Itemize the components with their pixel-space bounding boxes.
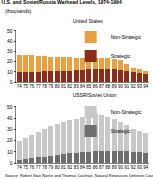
svg-text:93: 93 xyxy=(137,165,143,170)
svg-text:United States: United States xyxy=(73,18,104,24)
svg-text:40: 40 xyxy=(7,38,13,44)
svg-text:87: 87 xyxy=(99,84,105,89)
svg-text:92: 92 xyxy=(131,84,137,89)
svg-text:75: 75 xyxy=(23,165,29,170)
svg-text:50: 50 xyxy=(7,104,13,110)
svg-text:79: 79 xyxy=(48,165,54,170)
svg-text:(thousands): (thousands) xyxy=(5,8,32,14)
svg-text:90: 90 xyxy=(118,165,124,170)
svg-text:74: 74 xyxy=(17,84,23,89)
svg-text:81: 81 xyxy=(61,84,67,89)
svg-text:94: 94 xyxy=(143,165,149,170)
svg-text:80: 80 xyxy=(55,165,61,170)
svg-text:USSR/Soviet Union: USSR/Soviet Union xyxy=(73,92,117,98)
svg-text:20: 20 xyxy=(7,137,13,143)
svg-text:85: 85 xyxy=(86,165,92,170)
svg-text:91: 91 xyxy=(124,165,130,170)
svg-text:86: 86 xyxy=(93,84,99,89)
svg-text:81: 81 xyxy=(61,165,67,170)
svg-text:20: 20 xyxy=(7,58,13,64)
svg-text:90: 90 xyxy=(118,84,124,89)
svg-text:76: 76 xyxy=(29,84,35,89)
svg-text:75: 75 xyxy=(23,84,29,89)
svg-text:89: 89 xyxy=(112,84,118,89)
svg-text:40: 40 xyxy=(7,115,13,121)
svg-text:10: 10 xyxy=(7,149,13,155)
svg-text:Strategic: Strategic xyxy=(111,53,131,59)
svg-text:89: 89 xyxy=(112,165,118,170)
svg-text:Source: Robert Stan Norris and: Source: Robert Stan Norris and Thomas Co… xyxy=(5,173,153,178)
svg-text:93: 93 xyxy=(137,84,143,89)
svg-text:92: 92 xyxy=(131,165,137,170)
svg-text:74: 74 xyxy=(17,165,23,170)
svg-text:Non-Strategic: Non-Strategic xyxy=(111,34,142,40)
svg-text:86: 86 xyxy=(93,165,99,170)
svg-text:79: 79 xyxy=(48,84,54,89)
svg-text:84: 84 xyxy=(80,165,86,170)
svg-text:U.S. and Soviet/Russia Warhead: U.S. and Soviet/Russia Warhead Levels, 1… xyxy=(2,0,122,5)
svg-text:10: 10 xyxy=(7,69,13,75)
svg-text:78: 78 xyxy=(42,84,48,89)
svg-text:77: 77 xyxy=(36,165,42,170)
svg-text:87: 87 xyxy=(99,165,105,170)
svg-text:Strategic: Strategic xyxy=(111,128,131,134)
svg-text:83: 83 xyxy=(74,165,80,170)
svg-text:88: 88 xyxy=(105,84,111,89)
svg-text:0: 0 xyxy=(10,79,13,85)
svg-text:77: 77 xyxy=(36,84,42,89)
svg-text:78: 78 xyxy=(42,165,48,170)
svg-text:80: 80 xyxy=(55,84,61,89)
svg-text:85: 85 xyxy=(86,84,92,89)
svg-text:76: 76 xyxy=(29,165,35,170)
svg-text:50: 50 xyxy=(7,28,13,34)
svg-text:30: 30 xyxy=(7,48,13,54)
svg-text:30: 30 xyxy=(7,126,13,132)
svg-text:Non-Strategic: Non-Strategic xyxy=(111,109,142,115)
svg-text:82: 82 xyxy=(67,165,73,170)
svg-text:94: 94 xyxy=(143,84,149,89)
svg-text:83: 83 xyxy=(74,84,80,89)
svg-text:0: 0 xyxy=(10,160,13,166)
svg-text:91: 91 xyxy=(124,84,130,89)
svg-text:82: 82 xyxy=(67,84,73,89)
svg-text:84: 84 xyxy=(80,84,86,89)
svg-text:88: 88 xyxy=(105,165,111,170)
